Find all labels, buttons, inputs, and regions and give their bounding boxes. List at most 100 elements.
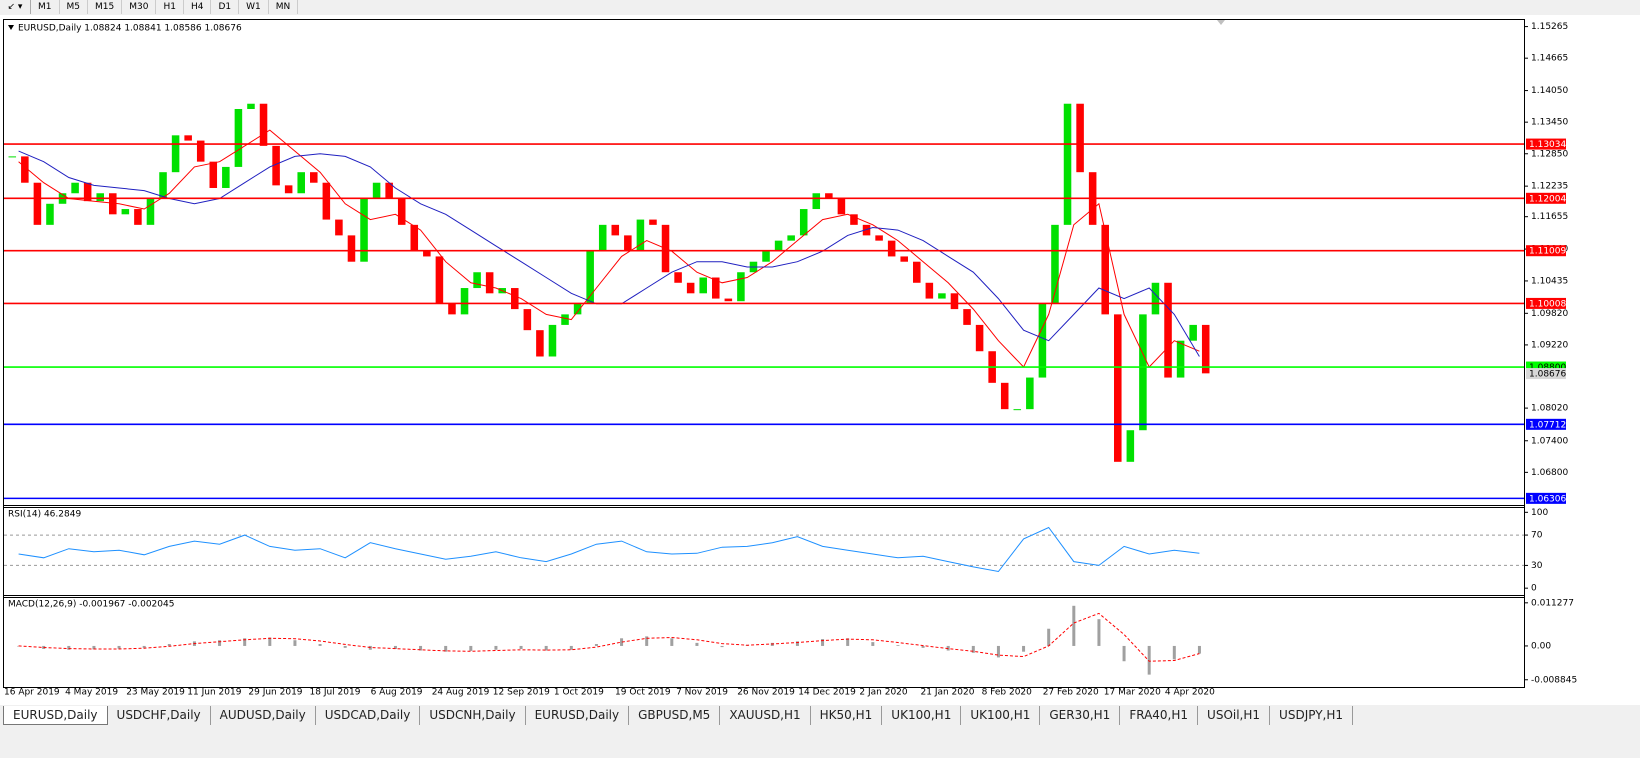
plot-frame [3, 19, 1525, 688]
symbol-tab[interactable]: AUDUSD,Daily [211, 706, 316, 725]
candle [1189, 324, 1197, 341]
candle [963, 309, 971, 325]
symbol-tab[interactable]: UK100,H1 [961, 706, 1041, 725]
y-tick-label: 1.13450 [1531, 118, 1568, 128]
toolbar-icon[interactable]: ↙ ▾ [0, 0, 31, 14]
candle [523, 309, 532, 331]
candle [762, 251, 770, 262]
candle [71, 182, 79, 194]
candle [774, 240, 783, 252]
level-label-box [1526, 361, 1566, 373]
candle [1201, 324, 1210, 374]
y-tick-label: 1.12850 [1531, 149, 1568, 159]
macd-bar [594, 644, 598, 646]
macd-bar [670, 638, 674, 646]
candle [1164, 282, 1172, 378]
candle [121, 209, 130, 215]
symbol-tab[interactable]: EURUSD,Daily [526, 706, 630, 725]
y-tick-label: 30 [1531, 561, 1543, 571]
timeframe-button[interactable]: D1 [211, 0, 240, 14]
symbol-tab[interactable]: EURUSD,Daily [3, 706, 108, 725]
candle [259, 103, 268, 146]
candle [372, 182, 381, 199]
macd-bar [695, 642, 699, 646]
symbol-tab[interactable]: USDJPY,H1 [1270, 706, 1354, 725]
macd-bar [1097, 619, 1101, 646]
macd-bar [1122, 645, 1126, 662]
shift-marker [1217, 20, 1225, 25]
candle [1063, 103, 1072, 225]
macd-bar [1047, 628, 1051, 646]
candle [511, 288, 519, 310]
candle [1101, 224, 1109, 315]
macd-bar [795, 641, 799, 646]
y-tick-label: 1.07400 [1531, 436, 1568, 446]
candle [8, 156, 17, 158]
timeframe-button[interactable]: M30 [122, 0, 157, 14]
macd-bar [1147, 645, 1151, 675]
candle [812, 193, 821, 210]
candle [950, 293, 959, 310]
macd-bar [419, 645, 423, 651]
x-tick-label: 4 May 2019 [65, 688, 118, 698]
symbol-tab[interactable]: FRA40,H1 [1120, 706, 1199, 725]
macd-bar [519, 645, 523, 649]
symbol-tab[interactable]: USDCAD,Daily [316, 706, 421, 725]
x-tick-label: 16 Apr 2019 [4, 688, 60, 698]
macd-bar [393, 645, 397, 649]
candle [1013, 409, 1022, 411]
candle [674, 272, 682, 283]
candle [134, 209, 142, 225]
symbol-tab[interactable]: UK100,H1 [882, 706, 962, 725]
macd-title: MACD(12,26,9) -0.001967 -0.002045 [8, 600, 174, 610]
y-tick-label: -0.008845 [1531, 675, 1577, 685]
candle [196, 140, 205, 162]
y-tick-label: 1.08020 [1531, 404, 1568, 414]
macd-bar [167, 644, 171, 646]
level-label: 1.11009 [1529, 247, 1566, 257]
timeframe-button[interactable]: H4 [184, 0, 212, 14]
x-tick-label: 11 Jun 2019 [187, 688, 241, 698]
level-label-box [1526, 192, 1566, 204]
macd-bar [243, 638, 247, 646]
candle [360, 198, 368, 262]
y-tick-label: 1.15265 [1531, 22, 1568, 32]
symbol-tab[interactable]: GBPUSD,M5 [629, 706, 721, 725]
candle [586, 251, 594, 304]
timeframe-button[interactable]: MN [269, 0, 299, 14]
macd-bar [469, 645, 473, 651]
level-label: 1.13034 [1529, 140, 1566, 150]
symbol-tab[interactable]: GER30,H1 [1040, 706, 1121, 725]
timeframe-button[interactable]: H1 [156, 0, 184, 14]
x-tick-label: 19 Oct 2019 [615, 688, 671, 698]
candle [598, 224, 607, 252]
candle [460, 288, 469, 315]
macd-bar [444, 645, 448, 652]
candle [636, 219, 645, 252]
macd-bar [645, 636, 649, 646]
level-label: 1.08800 [1529, 363, 1566, 373]
timeframe-button[interactable]: M15 [88, 0, 123, 14]
macd-bar [821, 639, 825, 646]
timeframe-button[interactable]: M1 [31, 0, 60, 14]
candle [1000, 382, 1009, 410]
symbol-tab[interactable]: HK50,H1 [811, 706, 883, 725]
x-tick-label: 4 Apr 2020 [1165, 688, 1215, 698]
candle [1139, 314, 1147, 431]
y-tick-label: 1.06800 [1531, 468, 1568, 478]
timeframe-button[interactable]: M5 [60, 0, 88, 14]
macd-bar [494, 645, 498, 650]
candle [862, 224, 871, 236]
last-price-box [1526, 368, 1566, 380]
y-tick-label: 70 [1531, 531, 1543, 541]
candle [209, 161, 218, 188]
chart-background [0, 15, 1640, 705]
symbol-tab[interactable]: USDCHF,Daily [108, 706, 211, 725]
timeframe-button[interactable]: W1 [239, 0, 269, 14]
level-label: 1.10008 [1529, 299, 1566, 309]
symbol-tab[interactable]: XAUUSD,H1 [720, 706, 811, 725]
symbol-tab[interactable]: USOil,H1 [1198, 706, 1271, 725]
x-tick-label: 1 Oct 2019 [554, 688, 604, 698]
symbol-tab[interactable]: USDCNH,Daily [420, 706, 526, 725]
candle [975, 324, 984, 352]
